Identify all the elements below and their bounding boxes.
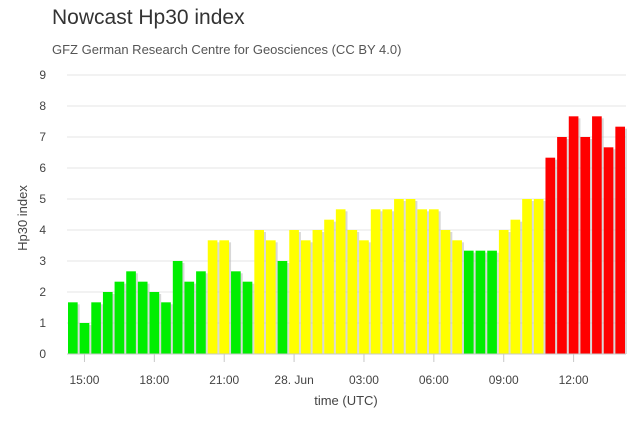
bar[interactable] [615,126,625,354]
bar[interactable] [68,302,78,354]
y-tick-label: 9 [39,68,46,82]
x-tick-label: 28. Jun [274,373,313,387]
bar[interactable] [452,240,462,354]
y-tick-label: 8 [39,99,46,113]
y-tick-label: 4 [39,223,46,237]
chart-title: Nowcast Hp30 index [52,6,245,29]
bar[interactable] [429,209,439,354]
y-tick-label: 1 [39,316,46,330]
x-tick-label: 06:00 [419,373,449,387]
y-tick-label: 3 [39,254,46,268]
y-tick-label: 5 [39,192,46,206]
x-tick-label: 18:00 [139,373,169,387]
bar[interactable] [557,137,567,354]
bar[interactable] [394,199,404,354]
bar[interactable] [289,230,299,354]
bar[interactable] [161,302,171,354]
bar[interactable] [335,209,346,354]
x-tick-label: 03:00 [349,373,379,387]
bar[interactable] [137,281,148,354]
bar[interactable] [102,292,113,354]
bar[interactable] [91,302,101,354]
bar[interactable] [440,230,451,354]
bar[interactable] [592,116,602,354]
bar[interactable] [172,261,183,354]
bar[interactable] [219,240,230,354]
bar[interactable] [522,199,532,354]
bar[interactable] [370,209,381,354]
bar[interactable] [79,323,90,354]
bar[interactable] [568,116,579,354]
bar[interactable] [510,219,521,354]
bar[interactable] [498,230,509,354]
bar[interactable] [324,219,334,354]
bars [68,116,627,354]
bar[interactable] [312,230,323,354]
y-tick-label: 2 [39,285,46,299]
chart-subtitle: GFZ German Research Centre for Geoscienc… [52,42,402,57]
x-tick-label: 09:00 [489,373,519,387]
bar[interactable] [254,230,264,354]
bar[interactable] [487,250,497,354]
bar[interactable] [242,281,253,354]
y-tick-label: 0 [39,347,46,361]
bar[interactable] [149,292,160,354]
bar[interactable] [382,209,393,354]
bar[interactable] [196,271,206,354]
x-tick-labels: 15:00 18:00 21:00 28. Jun 03:00 06:00 09:00 12:… [69,354,589,387]
x-tick-label: 21:00 [209,373,239,387]
bar[interactable] [417,209,428,354]
y-tick-labels: 0 1 2 3 4 5 6 7 8 9 [39,68,46,361]
bar[interactable] [533,199,544,354]
bar[interactable] [126,271,136,354]
bar[interactable] [207,240,218,354]
bar[interactable] [184,281,195,354]
bar[interactable] [359,240,369,354]
bar[interactable] [114,281,125,354]
bar[interactable] [265,240,276,354]
bar[interactable] [277,261,288,354]
bar[interactable] [463,250,474,354]
y-tick-label: 6 [39,161,46,175]
bar[interactable] [580,137,591,354]
bar[interactable] [603,147,614,354]
y-tick-label: 7 [39,130,46,144]
x-axis-title: time (UTC) [314,393,378,408]
bar[interactable] [475,250,486,354]
y-axis-title: Hp30 index [15,185,30,251]
bar[interactable] [347,230,358,354]
x-tick-label: 12:00 [559,373,589,387]
bar[interactable] [545,157,556,354]
bar[interactable] [300,240,311,354]
x-tick-label: 15:00 [69,373,99,387]
bar[interactable] [231,271,241,354]
bar[interactable] [405,199,416,354]
